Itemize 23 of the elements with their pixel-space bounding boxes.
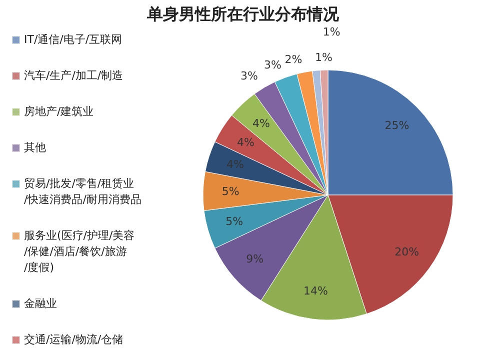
legend-label: 贸易/批发/零售/租赁业/快速消费品/耐用消费品 <box>24 177 142 206</box>
data-label: 3% <box>264 58 282 72</box>
legend-label: 金融业 <box>24 297 57 310</box>
legend-label: 交通/运输/物流/仓储 <box>24 333 124 346</box>
data-label: 4% <box>226 158 244 171</box>
legend-label: IT/通信/电子/互联网 <box>24 33 122 46</box>
legend-label: 汽车/生产/加工/制造 <box>24 69 124 82</box>
legend-label: 房地产/建筑业 <box>24 105 94 118</box>
data-label: 5% <box>226 215 244 228</box>
legend-label: 服务业(医疗/护理/美容/保健/酒店/餐饮/旅游/度假) <box>24 229 135 274</box>
chart-title: 单身男性所在行业分布情况 <box>146 4 340 24</box>
data-label: 5% <box>222 184 240 198</box>
data-label: 2% <box>284 52 302 66</box>
data-label: 14% <box>304 284 328 298</box>
data-label: 4% <box>252 116 270 130</box>
data-label: 20% <box>394 245 420 258</box>
data-label: 4% <box>236 136 254 149</box>
data-label: 1% <box>322 26 340 39</box>
data-label: 9% <box>246 252 264 266</box>
data-label: 3% <box>240 70 258 83</box>
legend-label: 其他 <box>24 141 46 154</box>
data-label: 1% <box>315 51 333 64</box>
data-label: 25% <box>384 119 410 132</box>
